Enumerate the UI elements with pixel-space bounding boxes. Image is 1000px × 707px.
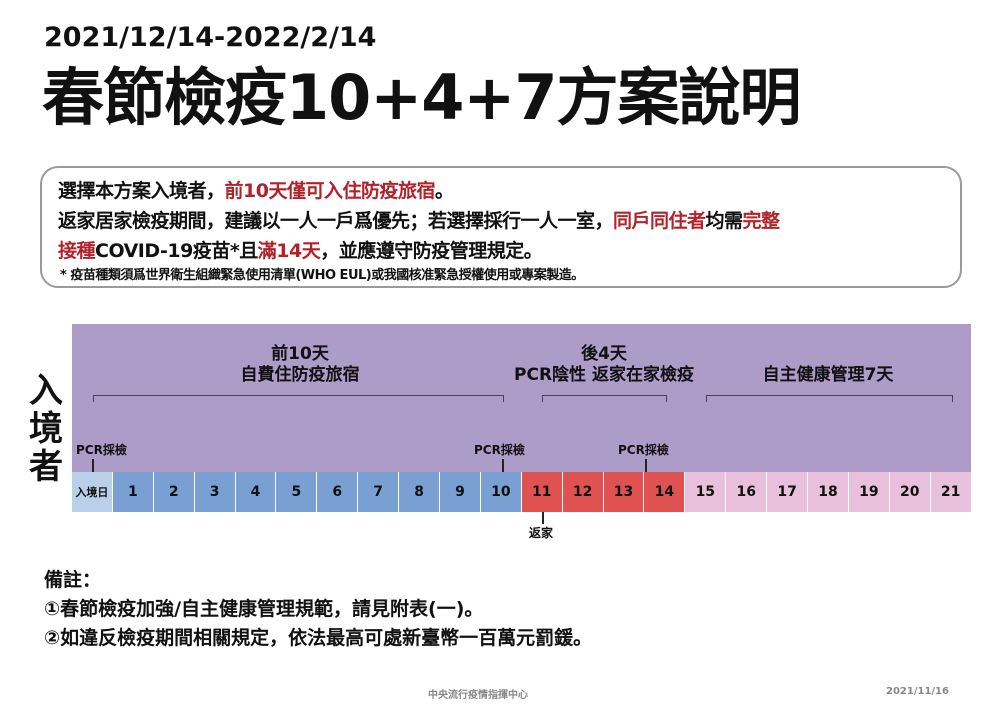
footer-org: 中央流行疫情指揮中心 — [428, 690, 528, 701]
pcr-tick-day14 — [645, 459, 647, 472]
day-cell-5: 5 — [276, 472, 318, 512]
notice-footnote: * 疫苗種類須爲世界衛生組織緊急使用清單(WHO EUL)或我國核准緊急授權使用… — [60, 268, 584, 283]
phase-home-title: 後4天 — [581, 344, 627, 364]
highlight-text: 同戶同住者 — [613, 210, 706, 232]
return-home-tick — [542, 512, 544, 524]
highlight-text: 接種 — [58, 240, 96, 262]
day-cell-7: 7 — [358, 472, 400, 512]
highlight-text: 前10天僅可入住防疫旅宿 — [224, 180, 436, 202]
footer-date: 2021/11/16 — [886, 686, 949, 697]
pcr-label-entry: PCR採檢 — [76, 443, 127, 457]
pcr-label-day10: PCR採檢 — [474, 443, 525, 457]
day-cell-18: 18 — [808, 472, 849, 512]
remarks: 備註： ①春節檢疫加強/自主健康管理規範，請見附表(一)。 ②如違反檢疫期間相關… — [44, 566, 592, 653]
day-cell-1: 1 — [112, 472, 154, 512]
notice-line-1: 選擇本方案入境者，前10天僅可入住防疫旅宿。 — [58, 176, 454, 203]
pcr-tick-day10 — [502, 459, 504, 472]
day-cell-16: 16 — [726, 472, 768, 512]
notice-text: 返家居家檢疫期間，建議以一人一戶爲優先；若選擇採行一人一室， — [58, 210, 614, 232]
day-cell-4: 4 — [235, 472, 277, 512]
phase-self-health: 自主健康管理7天 — [728, 365, 928, 386]
notice-text: 。 — [434, 180, 454, 202]
day-cell-10: 10 — [480, 472, 522, 512]
day-cell-2: 2 — [153, 472, 195, 512]
day-cell-11: 11 — [521, 472, 563, 512]
notice-text: 選擇本方案入境者， — [58, 180, 225, 202]
day-cell-3: 3 — [194, 472, 236, 512]
remarks-heading: 備註： — [44, 569, 102, 591]
phase-home: 後4天 PCR陰性 返家在家檢疫 — [484, 344, 724, 386]
notice-text: COVID-19疫苗*且 — [95, 240, 258, 262]
remark-2: ②如違反檢疫期間相關規定，依法最高可處新臺幣一百萬元罰鍰。 — [44, 627, 593, 649]
phase-hotel-title: 前10天 — [271, 344, 329, 364]
highlight-text: 完整 — [742, 210, 781, 232]
notice-line-2: 返家居家檢疫期間，建議以一人一戶爲優先；若選擇採行一人一室，同戶同住者均需完整 — [58, 206, 780, 233]
day-cell-19: 19 — [848, 472, 890, 512]
phase-hotel: 前10天 自費住防疫旅宿 — [200, 344, 400, 386]
day-cells: 入境日 1 2 3 4 5 6 7 8 9 10 11 12 13 14 15 16 17 18 19 20 21 — [72, 472, 972, 512]
side-label: 入境者 — [29, 371, 63, 487]
notice-text: 均需 — [705, 210, 744, 232]
day-cell-entry: 入境日 — [72, 472, 113, 512]
day-cell-8: 8 — [399, 472, 441, 512]
date-range: 2021/12/14-2022/2/14 — [44, 22, 377, 53]
remark-1: ①春節檢疫加強/自主健康管理規範，請見附表(一)。 — [44, 598, 484, 620]
day-cell-21: 21 — [930, 472, 972, 512]
notice-text: ，並應遵守防疫管理規定。 — [320, 240, 543, 262]
day-cell-20: 20 — [889, 472, 931, 512]
bracket-self-health — [706, 395, 953, 402]
day-cell-13: 13 — [603, 472, 645, 512]
bracket-home — [542, 395, 667, 402]
day-cell-15: 15 — [685, 472, 727, 512]
page-title: 春節檢疫10+4+7方案說明 — [42, 61, 801, 134]
phase-home-desc: PCR陰性 返家在家檢疫 — [514, 365, 694, 385]
timeline-band — [72, 324, 971, 472]
day-cell-14: 14 — [644, 472, 686, 512]
pcr-label-day14: PCR採檢 — [618, 443, 669, 457]
day-cell-6: 6 — [317, 472, 359, 512]
return-home-label: 返家 — [529, 526, 554, 540]
day-cell-17: 17 — [767, 472, 809, 512]
notice-box: 選擇本方案入境者，前10天僅可入住防疫旅宿。 返家居家檢疫期間，建議以一人一戶爲… — [40, 166, 962, 288]
notice-line-3: 接種COVID-19疫苗*且滿14天，並應遵守防疫管理規定。 — [58, 236, 543, 263]
pcr-tick-entry — [92, 459, 94, 472]
phase-self-health-title: 自主健康管理7天 — [762, 365, 894, 385]
phase-hotel-desc: 自費住防疫旅宿 — [240, 365, 360, 385]
day-cell-9: 9 — [440, 472, 481, 512]
day-cell-12: 12 — [562, 472, 604, 512]
highlight-text: 滿14天 — [257, 240, 321, 262]
bracket-hotel — [93, 395, 504, 402]
